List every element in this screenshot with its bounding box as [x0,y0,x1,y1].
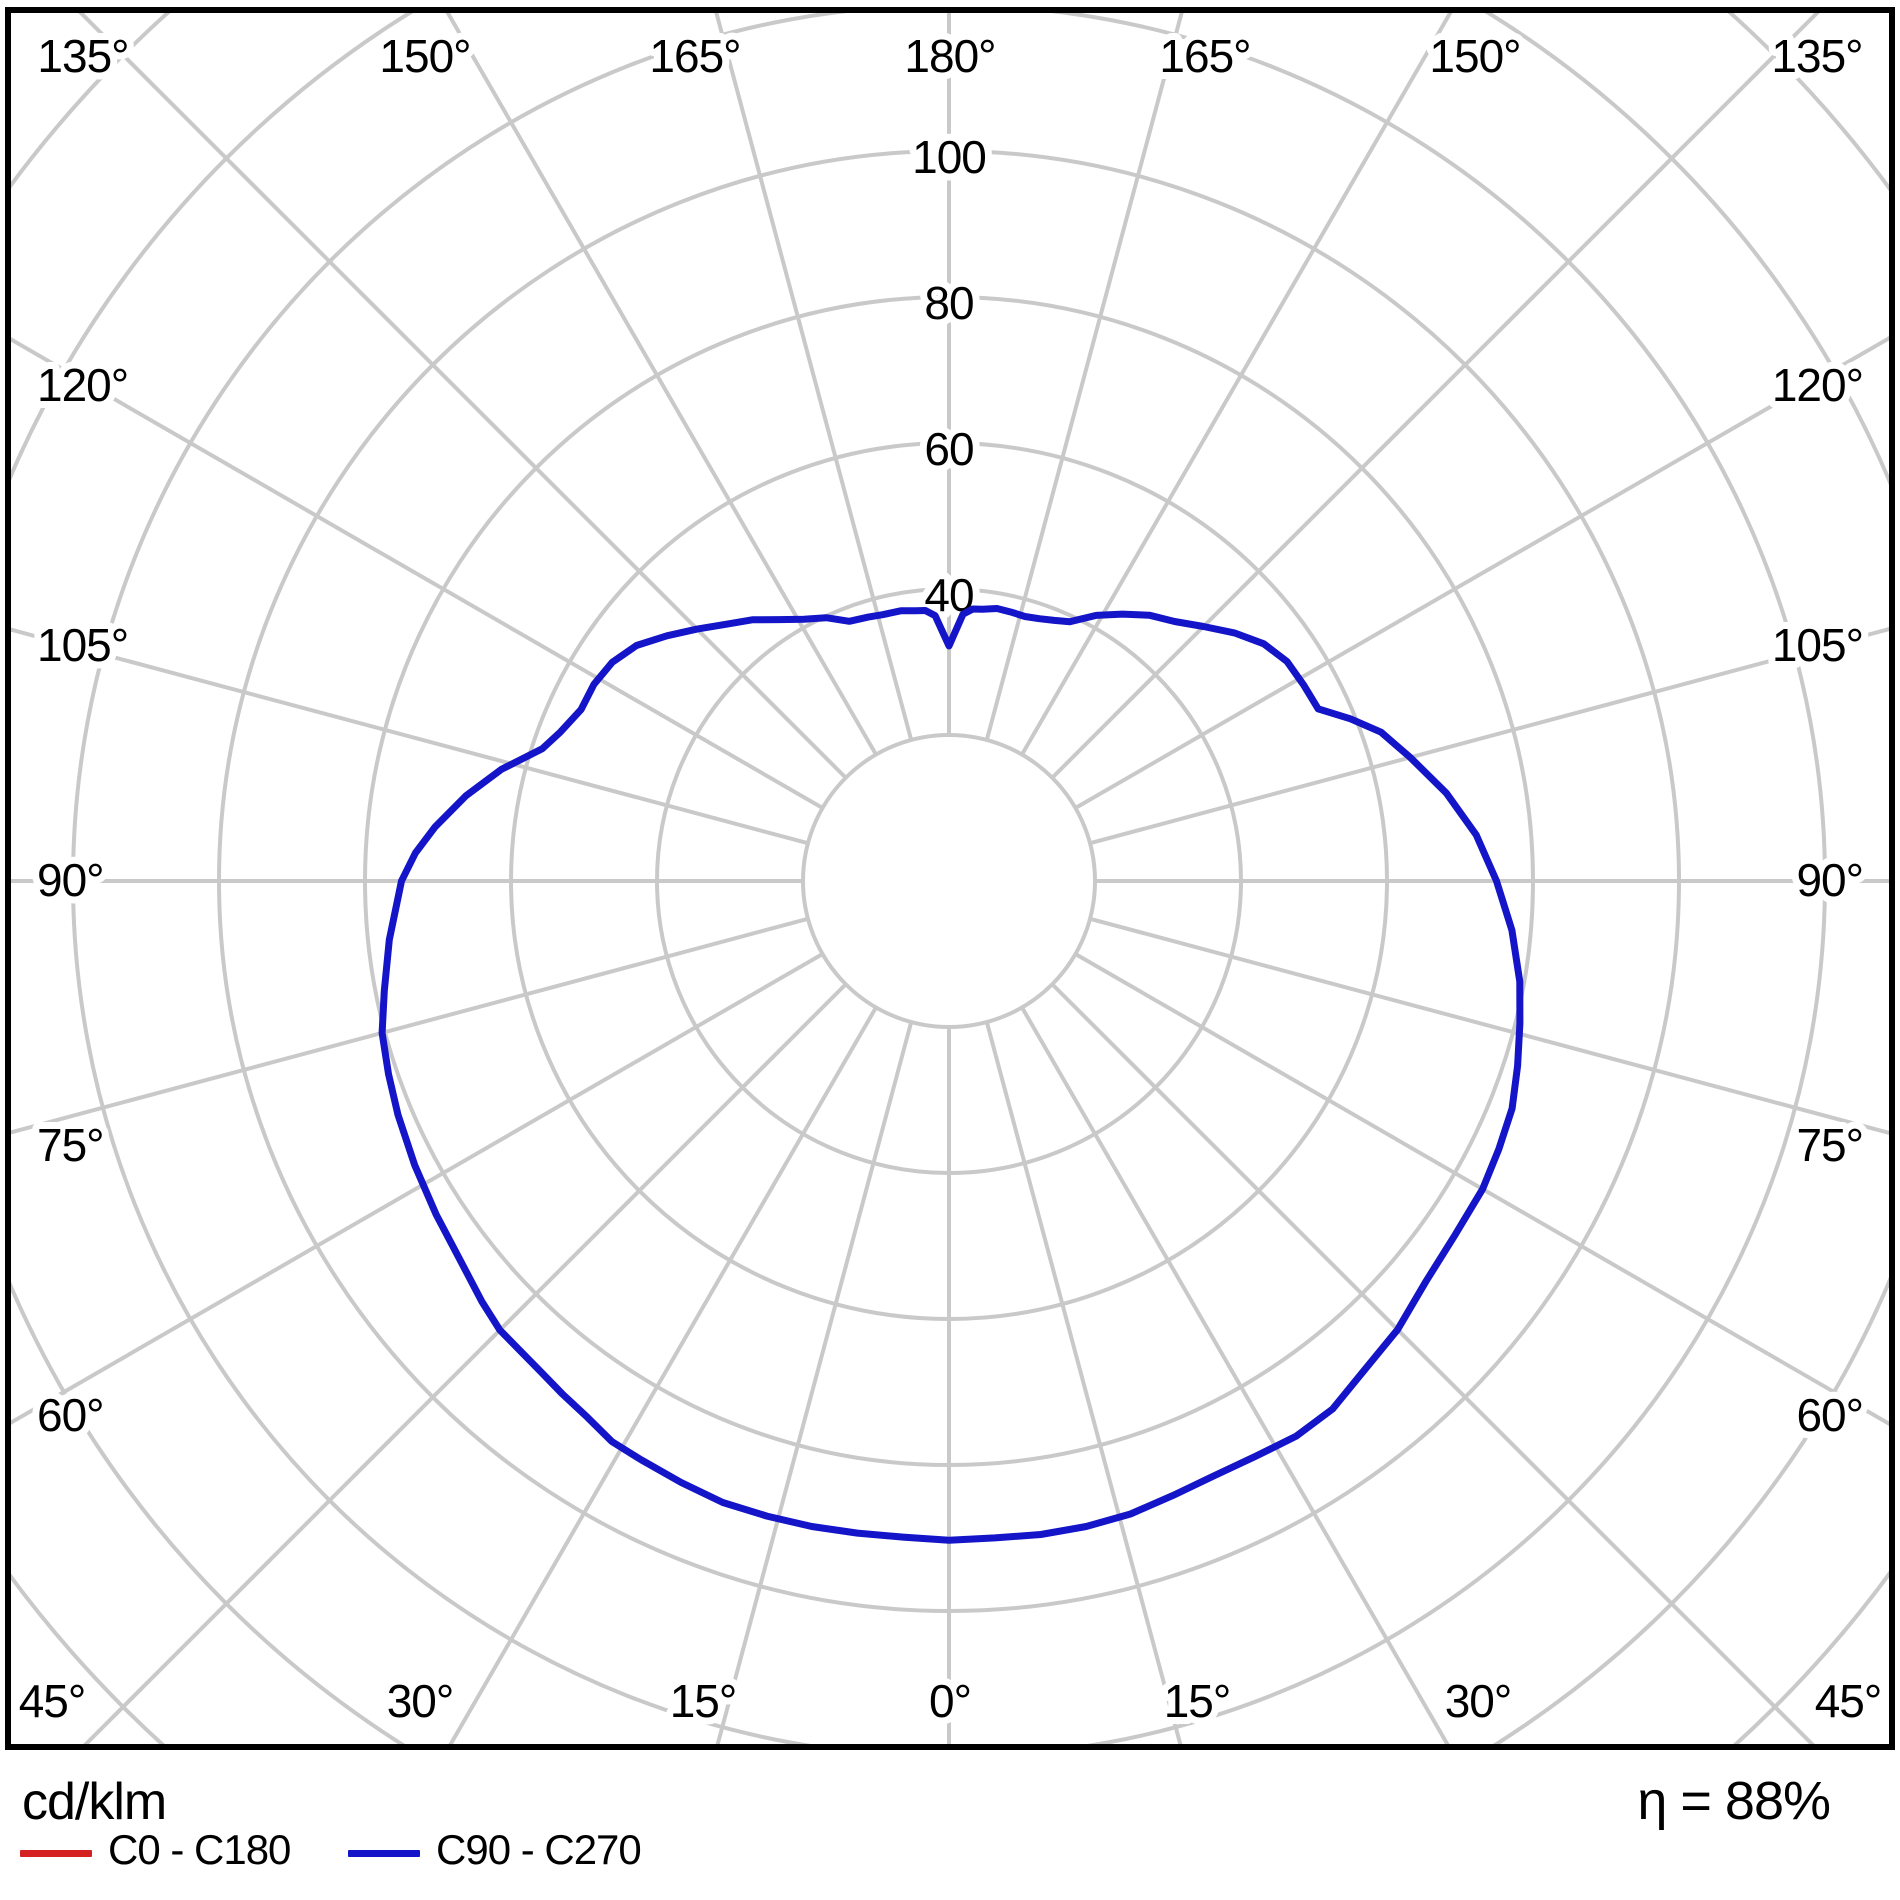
angle-label: 30° [1445,1675,1512,1727]
angle-label: 135° [37,30,128,82]
curve-c90-c270 [378,605,1524,1544]
angle-label: 105° [37,619,128,671]
radial-tick-label: 40 [924,569,973,621]
legend-label-c0-c180: C0 - C180 [108,1826,291,1873]
angle-label: 120° [37,359,128,411]
angle-label: 180° [904,30,995,82]
legend-line-c90-c270-swatch [348,1850,420,1857]
legend-label-c90-c270: C90 - C270 [436,1826,642,1873]
angle-label: 150° [1429,30,1520,82]
angle-label: 75° [1796,1119,1863,1171]
legend-line-c0-c180-swatch [20,1850,92,1857]
angle-label: 120° [1772,359,1863,411]
radial-tick-label: 60 [924,423,973,475]
angle-label: 150° [379,30,470,82]
angle-label: 90° [37,854,104,906]
angle-label: 165° [649,30,740,82]
units-label: cd/klm [22,1773,167,1831]
efficiency-value: η = 88% [1637,1771,1831,1831]
angle-label: 30° [387,1675,454,1727]
angle-labels: 135° 150° 165° 180° 165° 150° 135° 45° 30° 15° 0° 1… [12,23,1890,1734]
angle-label: 45° [19,1675,86,1727]
angle-label: 45° [1815,1675,1882,1727]
angle-label: 0° [929,1675,971,1727]
angle-label: 90° [1796,854,1863,906]
angle-label: 105° [1772,619,1863,671]
angle-label: 135° [1771,30,1862,82]
angle-label: 15° [1164,1675,1231,1727]
plot-frame [5,7,1895,1750]
radial-tick-label: 100 [912,131,986,183]
angle-label: 15° [670,1675,737,1727]
legend: C0 - C180 C90 - C270 [0,1826,1900,1886]
angle-label: 165° [1159,30,1250,82]
angle-label: 60° [37,1389,104,1441]
angle-label: 60° [1796,1389,1863,1441]
radial-tick-label: 80 [924,277,973,329]
angle-label: 75° [37,1119,104,1171]
